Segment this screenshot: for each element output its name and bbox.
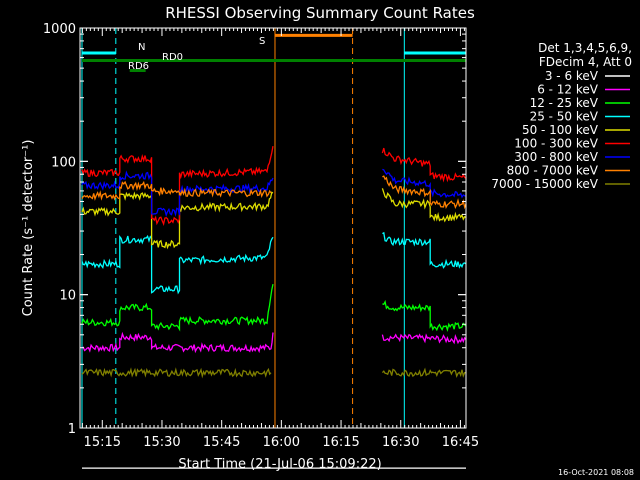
legend-header: FDecim 4, Att 0: [539, 55, 632, 69]
series-line-12-25-keV: [81, 283, 274, 332]
legend-entry-label: 12 - 25 keV: [530, 96, 599, 110]
annotation-label-rd0: RD0: [162, 52, 183, 63]
legend-entry-label: 50 - 100 keV: [522, 123, 599, 137]
legend-entry-label: 100 - 300 keV: [514, 137, 598, 151]
y-tick-label: 10: [59, 289, 76, 304]
x-tick-label: 16:45: [442, 435, 479, 450]
x-tick-label: 16:00: [263, 435, 300, 450]
series-line-800-7000-keV: [81, 180, 272, 201]
series-line-50-100-keV: [381, 188, 467, 223]
x-tick-label: 16:30: [382, 435, 419, 450]
x-tick-label: 15:30: [143, 435, 180, 450]
y-tick-label: 1: [68, 422, 76, 437]
series-line-300-800-keV: [81, 170, 274, 218]
legend-entry-label: 800 - 7000 keV: [507, 164, 599, 178]
legend-entry-label: 6 - 12 keV: [537, 83, 599, 97]
y-tick-label: 100: [51, 155, 76, 170]
chart-title: RHESSI Observing Summary Count Rates: [165, 4, 475, 22]
plot-frame: [79, 27, 467, 429]
annotation-label-n: N: [138, 42, 145, 53]
x-axis-label: Start Time (21-Jul-06 15:09:22): [178, 457, 381, 472]
legend-entry-label: 3 - 6 keV: [545, 69, 599, 83]
series-line-12-25-keV: [382, 299, 467, 332]
series-line-800-7000-keV: [382, 175, 467, 210]
series-line-100-300-keV: [81, 145, 274, 226]
series-line-100-300-keV: [381, 147, 467, 183]
series-line-6-12-keV: [81, 331, 274, 354]
series-line-25-50-keV: [81, 234, 274, 295]
series-line-7000-15000-keV: [381, 367, 466, 379]
annotation-label-s: S: [259, 36, 265, 47]
x-tick-label: 16:15: [322, 435, 359, 450]
legend-header: Det 1,3,4,5,6,9,: [538, 41, 632, 55]
series-line-50-100-keV: [81, 191, 274, 250]
legend-entry-label: 7000 - 15000 keV: [491, 177, 598, 191]
annotation-label-rd6: RD6: [128, 61, 149, 72]
legend-entry-label: 25 - 50 keV: [530, 110, 599, 124]
y-tick-label: 1000: [43, 22, 76, 37]
series-line-25-50-keV: [382, 231, 467, 269]
series-line-6-12-keV: [381, 333, 467, 345]
y-axis-label: Count Rate (s⁻¹ detector⁻¹): [21, 140, 36, 317]
series-line-7000-15000-keV: [81, 367, 272, 379]
legend-entry-label: 300 - 800 keV: [514, 150, 598, 164]
x-tick-label: 15:45: [203, 435, 240, 450]
x-tick-label: 15:15: [84, 435, 121, 450]
series-line-300-800-keV: [382, 168, 467, 199]
timestamp: 16-Oct-2021 08:08: [558, 468, 634, 477]
